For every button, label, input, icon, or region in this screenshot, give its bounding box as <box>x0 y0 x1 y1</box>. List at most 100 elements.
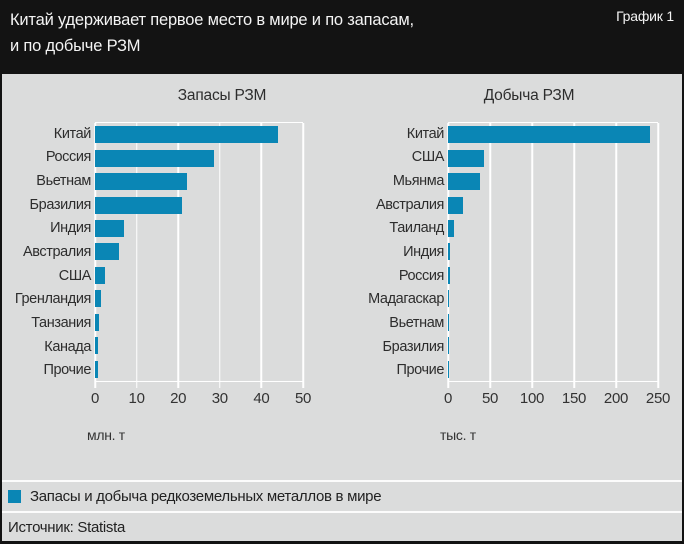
bar-row <box>95 240 303 263</box>
x-tick-label: 40 <box>253 390 270 407</box>
x-tick-label: 0 <box>443 390 453 407</box>
bar <box>95 266 105 284</box>
category-label: Россия <box>45 149 92 166</box>
source: Источник: Statista <box>2 513 682 541</box>
x-tick-label: 20 <box>170 390 187 407</box>
gridline <box>135 123 138 388</box>
category-label: Прочие <box>396 362 444 379</box>
bar <box>95 196 183 214</box>
gridline <box>489 123 491 388</box>
bar <box>95 149 215 167</box>
legend-swatch <box>8 490 21 503</box>
bar <box>95 126 279 144</box>
bars-container <box>95 123 303 381</box>
bar-row <box>448 358 658 381</box>
plot-area <box>447 122 659 388</box>
bar <box>95 290 102 308</box>
category-label: Австралия <box>22 244 91 261</box>
bar-row <box>448 123 658 146</box>
chart-title: Добыча РЗМ <box>483 87 575 104</box>
charts-area: Запасы РЗМ Китай Россия Вьетнам Бразилия Инд… <box>2 74 682 480</box>
bar-row <box>95 193 303 216</box>
x-tick-label: 50 <box>481 390 499 407</box>
bar-row <box>95 123 303 146</box>
figure-title-line1: Китай удерживает первое место в мире и п… <box>10 11 414 29</box>
bar <box>448 360 449 378</box>
bar-row <box>95 264 303 287</box>
x-tick-label: 50 <box>294 390 312 407</box>
bar <box>448 313 449 331</box>
legend-label: Запасы и добыча редкоземельных металлов … <box>30 488 382 505</box>
bar-row <box>95 358 303 381</box>
bar-row <box>448 146 658 169</box>
category-label: Таиланд <box>389 220 444 237</box>
bar <box>448 126 650 144</box>
x-tick-label: 150 <box>561 390 587 407</box>
bar <box>448 337 449 355</box>
separator <box>2 480 682 482</box>
gridline <box>573 123 575 388</box>
bar <box>95 243 119 261</box>
bar-row <box>448 264 658 287</box>
source-label: Источник: Statista <box>8 518 125 536</box>
category-label: Бразилия <box>29 196 92 213</box>
gridline <box>615 123 617 388</box>
bar-row <box>448 193 658 216</box>
category-label: Китай <box>406 125 445 142</box>
category-label: Россия <box>398 267 445 284</box>
category-label: Канада <box>44 338 91 355</box>
category-axis: Китай Россия Вьетнам Бразилия Индия Австралия… <box>2 122 92 382</box>
category-axis: Китай США Мьянма Австралия Таиланд Индия Росси… <box>342 122 444 382</box>
bar-row <box>95 287 303 310</box>
figure-title: Китай удерживает первое место в мире и п… <box>10 7 674 59</box>
bar <box>95 360 99 378</box>
axis-unit-label: тыс. т <box>440 427 476 443</box>
gridline <box>302 123 304 388</box>
category-label: Мадагаскар <box>368 291 444 308</box>
bar-row <box>448 334 658 357</box>
x-axis-ticks: 0 50 100 150 200 250 <box>444 390 670 408</box>
bar-row <box>448 311 658 334</box>
legend: Запасы и добыча редкоземельных металлов … <box>2 482 682 511</box>
category-label: Танзания <box>31 314 91 331</box>
separator <box>2 511 682 513</box>
bar <box>448 243 451 261</box>
gridline <box>531 123 533 388</box>
bar <box>448 196 464 214</box>
category-label: Индия <box>50 220 91 237</box>
x-tick-label: 30 <box>211 390 228 407</box>
x-tick-label: 10 <box>128 390 145 407</box>
bar-row <box>448 287 658 310</box>
bar-row <box>448 217 658 240</box>
category-label: Вьетнам <box>36 173 91 190</box>
bar <box>95 313 99 331</box>
category-label: Австралия <box>375 196 444 213</box>
figure-title-line2: и по добыче РЗМ <box>10 37 141 55</box>
bars-container <box>448 123 658 381</box>
category-label: Прочие <box>43 362 91 379</box>
x-tick-label: 250 <box>645 390 671 407</box>
axis-unit-label: млн. т <box>87 427 125 443</box>
gridline <box>657 123 659 388</box>
plot-area <box>94 122 304 388</box>
x-axis-ticks: 0 10 20 30 40 50 <box>91 390 311 408</box>
category-label: Бразилия <box>382 338 445 355</box>
bar <box>95 220 124 238</box>
category-label: США <box>58 267 92 284</box>
bar-row <box>448 240 658 263</box>
chart-reserves: Запасы РЗМ Китай Россия Вьетнам Бразилия Инд… <box>2 74 344 480</box>
bar-row <box>448 170 658 193</box>
x-tick-label: 200 <box>603 390 629 407</box>
category-label: Индия <box>403 244 444 261</box>
bar <box>95 173 187 191</box>
bar-row <box>95 146 303 169</box>
category-label: Мьянма <box>392 173 445 190</box>
bar-row <box>95 334 303 357</box>
bar-row <box>95 311 303 334</box>
gridline <box>177 123 179 388</box>
header: Китай удерживает первое место в мире и п… <box>0 0 684 74</box>
bar <box>448 149 485 167</box>
category-label: Гренландия <box>14 291 92 308</box>
